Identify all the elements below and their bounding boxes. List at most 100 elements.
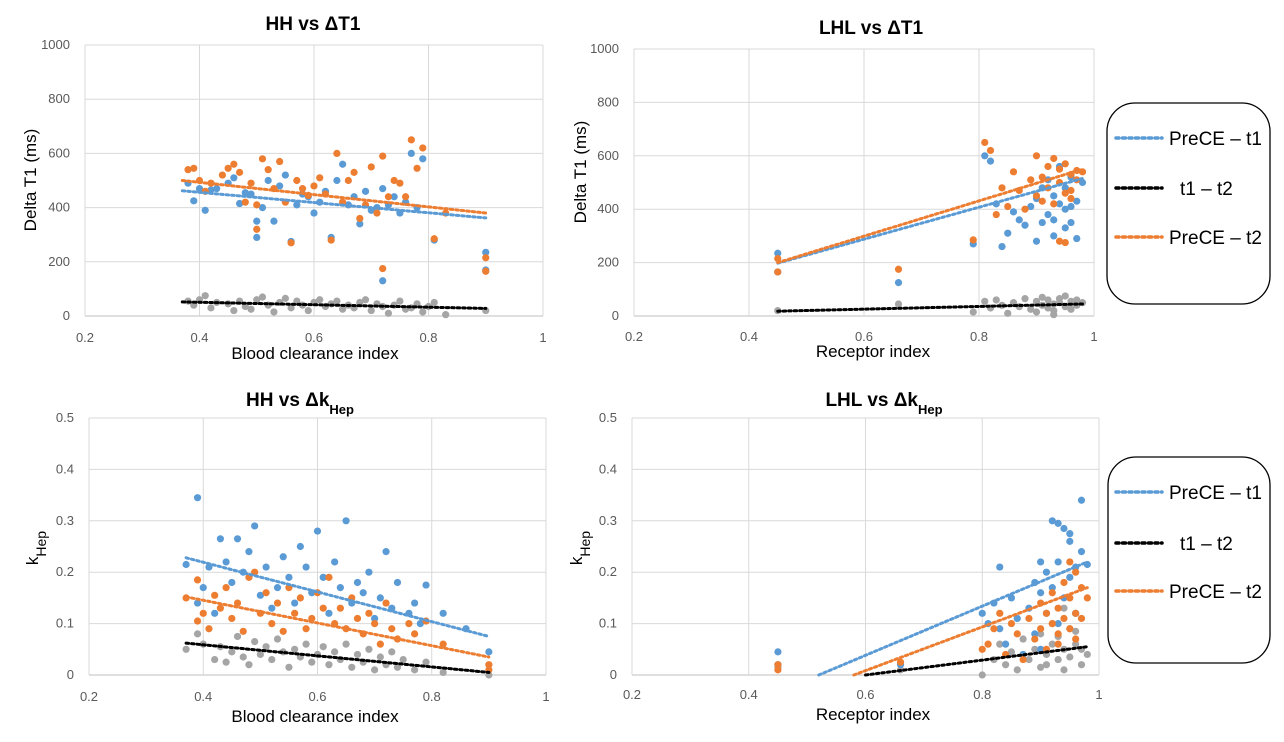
data-point — [1067, 218, 1075, 227]
trendline-prece-t2 — [852, 586, 1089, 677]
y-tick-label: 400 — [597, 201, 619, 216]
data-point — [1048, 620, 1056, 628]
chart-title: LHL vs ΔT1 — [819, 18, 924, 39]
x-tick-label: 0.4 — [190, 330, 208, 345]
y-tick-label: 0.5 — [599, 410, 617, 425]
data-point — [195, 185, 204, 193]
data-point — [774, 648, 782, 656]
data-point — [285, 584, 293, 592]
data-point — [268, 620, 276, 628]
data-point — [384, 193, 393, 201]
data-point — [293, 176, 301, 185]
y-tick-label: 0.3 — [56, 513, 74, 528]
data-point — [253, 233, 261, 242]
data-point — [1072, 609, 1080, 617]
x-tick-label: 0.6 — [305, 330, 323, 345]
data-point — [978, 609, 986, 617]
data-point — [1050, 154, 1058, 163]
data-point — [981, 138, 989, 147]
data-point — [1038, 293, 1046, 301]
data-point — [302, 563, 310, 571]
data-point — [390, 176, 398, 185]
legend-label: t1 – t2 — [1180, 534, 1233, 555]
chart-lhl-vs-delta-t1: LHL vs ΔT1 Delta T1 (ms) Receptor index … — [571, 18, 1098, 361]
data-point — [270, 308, 278, 316]
data-point — [230, 160, 238, 168]
data-point — [273, 599, 282, 607]
x-tick-label: 1 — [539, 330, 546, 345]
data-point — [310, 182, 318, 190]
data-point — [325, 609, 333, 617]
data-point — [442, 311, 450, 319]
data-point — [1044, 296, 1052, 304]
data-point — [388, 625, 396, 633]
data-point — [199, 609, 207, 617]
data-point — [293, 201, 301, 209]
data-point — [302, 640, 310, 648]
data-point — [774, 661, 782, 669]
data-point — [407, 136, 415, 144]
data-point — [239, 627, 247, 635]
data-point — [353, 578, 362, 587]
data-point — [361, 296, 370, 304]
data-point — [1027, 202, 1035, 211]
data-point — [992, 210, 1000, 219]
data-point — [279, 553, 287, 561]
x-tick-label: 1 — [542, 689, 549, 704]
y-axis-label: kHep — [567, 531, 593, 565]
data-point — [205, 563, 213, 571]
data-point — [998, 184, 1006, 192]
data-point — [353, 650, 362, 659]
data-point — [1072, 640, 1080, 648]
data-point — [247, 179, 255, 187]
data-point — [1054, 519, 1062, 527]
legend-box — [1106, 102, 1271, 305]
data-point — [222, 658, 230, 666]
y-tick-label: 0.1 — [599, 616, 617, 631]
data-point — [211, 609, 219, 617]
data-point — [291, 609, 299, 617]
data-point — [969, 308, 977, 316]
y-tick-label: 600 — [48, 145, 70, 160]
x-tick-label: 0.4 — [740, 687, 758, 702]
trendline-prece-t1 — [184, 556, 491, 638]
data-point — [193, 599, 202, 607]
data-point — [1038, 197, 1046, 205]
data-point — [1037, 630, 1045, 638]
data-point — [339, 305, 347, 313]
data-point — [211, 591, 219, 599]
data-point — [279, 627, 287, 635]
series-prece-t2 — [182, 568, 493, 674]
data-point — [1025, 655, 1033, 664]
data-point — [990, 625, 998, 633]
data-point — [333, 297, 341, 305]
data-point — [350, 168, 358, 176]
data-point — [1019, 635, 1027, 643]
data-point — [291, 645, 299, 653]
data-point — [1054, 655, 1062, 664]
data-point — [333, 149, 341, 157]
x-axis-label: Blood clearance index — [231, 344, 399, 363]
legend-label: PreCE – t1 — [1169, 483, 1262, 504]
data-point — [207, 304, 215, 312]
trendline-prece-t1 — [817, 560, 1089, 677]
data-point — [251, 637, 259, 646]
data-point — [1067, 305, 1075, 313]
y-tick-label: 0.5 — [56, 410, 74, 425]
data-point — [1066, 573, 1074, 581]
data-point — [356, 220, 364, 228]
y-tick-label: 200 — [48, 254, 70, 269]
data-point — [365, 568, 373, 576]
data-point — [1032, 192, 1041, 200]
data-point — [379, 185, 387, 193]
data-point — [1061, 184, 1069, 192]
data-point — [986, 146, 995, 155]
data-point — [256, 650, 264, 659]
data-point — [379, 277, 387, 285]
data-point — [270, 217, 278, 225]
data-point — [233, 632, 242, 641]
data-point — [241, 189, 249, 197]
data-point — [359, 589, 367, 597]
data-point — [298, 185, 307, 193]
trendline-prece-t2 — [180, 179, 488, 215]
